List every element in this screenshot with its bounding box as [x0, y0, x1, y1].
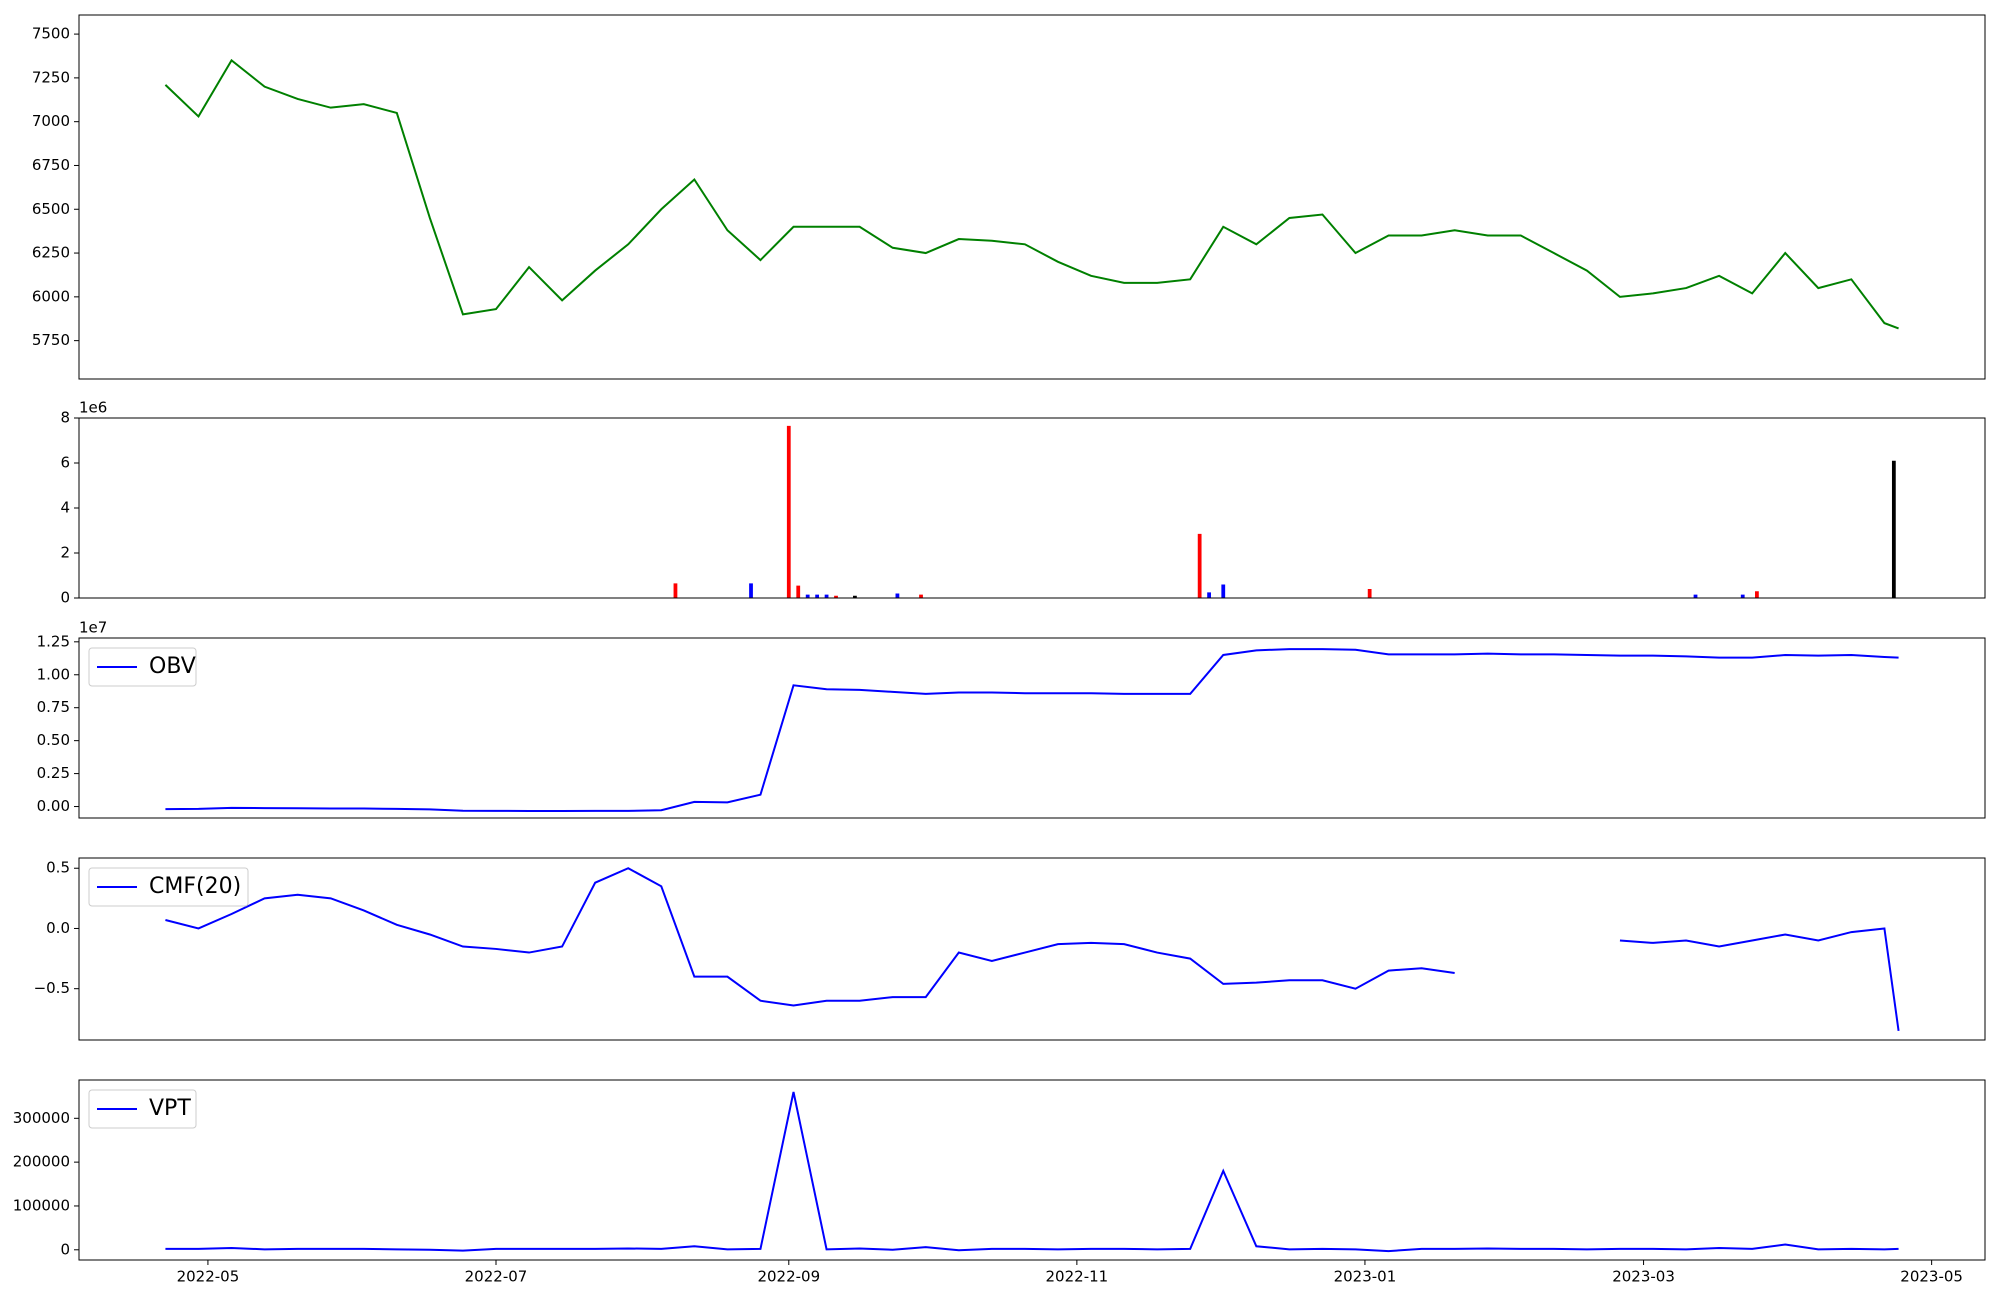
legend-label: CMF(20) — [149, 874, 241, 899]
bar — [1207, 592, 1211, 598]
y-tick-label: −0.5 — [34, 979, 70, 997]
bar — [919, 594, 923, 598]
y-tick-label: 6750 — [32, 156, 70, 174]
y-tick-label: 6 — [60, 454, 70, 472]
legend-box — [88, 867, 249, 907]
y-tick-label: 0 — [60, 589, 70, 607]
bar — [749, 583, 753, 598]
bar — [1197, 533, 1202, 598]
y-tick-label: 0.0 — [46, 919, 70, 937]
y-tick-label: 1.25 — [37, 632, 70, 650]
x-tick-label: 2023-03 — [1612, 1268, 1675, 1286]
axes-frame — [78, 637, 1986, 819]
y-tick-label: 100000 — [13, 1196, 70, 1214]
x-tick-label: 2022-09 — [757, 1268, 820, 1286]
y-tick-label: 4 — [60, 499, 70, 517]
bar — [815, 594, 820, 598]
legend-label: VPT — [149, 1096, 191, 1121]
data-line — [165, 648, 1899, 813]
bar — [1740, 594, 1745, 598]
x-tick-label: 2022-07 — [465, 1268, 528, 1286]
y-tick-label: 6250 — [32, 244, 70, 262]
bar — [1221, 584, 1226, 598]
bar — [1891, 460, 1896, 598]
y-offset-label: 1e6 — [79, 399, 107, 417]
x-tick-label: 2023-01 — [1334, 1268, 1397, 1286]
y-tick-label: 1.00 — [37, 665, 70, 683]
x-tick-label: 2022-11 — [1046, 1268, 1109, 1286]
bar — [895, 593, 900, 598]
y-tick-label: 0.00 — [37, 797, 70, 815]
bar — [673, 583, 678, 598]
bar — [824, 594, 829, 598]
y-tick-label: 0.25 — [37, 764, 70, 782]
y-tick-label: 7250 — [32, 68, 70, 86]
y-tick-label: 5750 — [32, 331, 70, 349]
axes-frame — [78, 1079, 1986, 1261]
y-tick-label: 7500 — [32, 25, 70, 43]
y-tick-label: 2 — [60, 544, 70, 562]
y-tick-label: 300000 — [13, 1109, 70, 1127]
y-tick-label: 0.5 — [46, 859, 70, 877]
axes-frame — [78, 857, 1986, 1041]
bar — [834, 595, 838, 598]
y-tick-label: 0.50 — [37, 731, 70, 749]
bar — [1755, 591, 1759, 598]
axes-frame — [78, 14, 1986, 380]
legend-box — [88, 647, 197, 687]
bar — [786, 425, 791, 598]
bar — [1693, 594, 1698, 598]
bar — [853, 595, 857, 598]
y-tick-label: 200000 — [13, 1153, 70, 1171]
bar — [1367, 589, 1372, 598]
bar — [805, 594, 810, 598]
y-tick-label: 6000 — [32, 287, 70, 305]
bar — [796, 585, 801, 598]
y-tick-label: 0.75 — [37, 698, 70, 716]
y-tick-label: 8 — [60, 409, 70, 427]
data-line — [165, 867, 1900, 1031]
y-tick-label: 6500 — [32, 200, 70, 218]
legend-box — [88, 1089, 197, 1129]
axes-frame — [78, 417, 1986, 599]
y-tick-label: 7000 — [32, 112, 70, 130]
data-line — [165, 1091, 1899, 1253]
data-line — [164, 58, 1899, 330]
x-tick-label: 2023-05 — [1900, 1268, 1963, 1286]
y-offset-label: 1e7 — [79, 619, 107, 637]
y-tick-label: 0 — [60, 1240, 70, 1258]
legend-label: OBV — [149, 654, 196, 679]
x-tick-label: 2022-05 — [177, 1268, 240, 1286]
